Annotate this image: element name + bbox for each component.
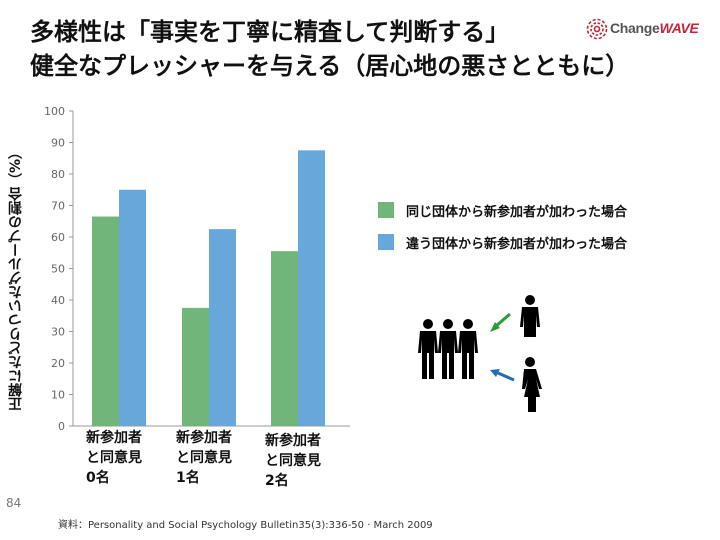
y-tick-label: 10 [51, 389, 65, 402]
x-category-label-2: 新参加者 と同意見 2名 [265, 431, 321, 491]
x-category-label-0: 新参加者 と同意見 0名 [86, 428, 142, 488]
people-illustration [418, 295, 542, 412]
title-line-2: 健全なプレッシャーを与える（居心地の悪さとともに） [30, 52, 630, 80]
bar-different-group-2 [298, 150, 325, 426]
y-tick-label: 100 [44, 105, 65, 118]
logo-text: ChangeWAVE [610, 20, 699, 36]
blue-arrow-icon [490, 369, 515, 382]
logo-text-change: Change [610, 20, 660, 36]
woman-icon [522, 357, 542, 412]
group-of-three-icon [418, 319, 478, 379]
legend-label-different-group: 違う団体から新参加者が加わった場合 [406, 236, 628, 252]
bar-same-group-0 [92, 216, 119, 426]
bar-same-group-2 [271, 251, 298, 426]
legend-swatch-blue [378, 234, 394, 250]
slide-title: 多様性は「事実を丁寧に精査して判断する」 健全なプレッシャーを与える（居心地の悪… [30, 15, 630, 83]
x-category-label-1: 新参加者 と同意見 1名 [176, 428, 232, 488]
y-tick-label: 30 [51, 326, 65, 339]
y-tick-label: 0 [58, 420, 65, 433]
title-line-1: 多様性は「事実を丁寧に精査して判断する」 [30, 18, 510, 46]
changewave-logo: ChangeWAVE [586, 16, 714, 44]
bar-different-group-1 [209, 229, 236, 426]
logo-text-wave: WAVE [659, 20, 699, 36]
y-tick-label: 80 [51, 168, 65, 181]
y-tick-label: 50 [51, 263, 65, 276]
spiral-logo-icon [586, 18, 608, 40]
y-tick-label: 90 [51, 137, 65, 150]
y-tick-label: 60 [51, 231, 65, 244]
y-tick-label: 70 [51, 200, 65, 213]
legend-item-same-group: 同じ団体から新参加者が加わった場合 [378, 200, 627, 220]
green-arrow-icon [490, 312, 511, 332]
y-tick-label: 20 [51, 357, 65, 370]
legend-swatch-green [378, 202, 394, 218]
man-icon [520, 295, 540, 337]
legend-label-same-group: 同じ団体から新参加者が加わった場合 [406, 204, 628, 220]
bar-same-group-1 [182, 307, 209, 426]
source-citation: 資料：Personality and Social Psychology Bul… [58, 520, 433, 531]
page-number: 84 [6, 496, 22, 510]
y-tick-label: 40 [51, 294, 65, 307]
legend-item-different-group: 違う団体から新参加者が加わった場合 [378, 232, 627, 252]
bar-different-group-0 [119, 189, 146, 426]
